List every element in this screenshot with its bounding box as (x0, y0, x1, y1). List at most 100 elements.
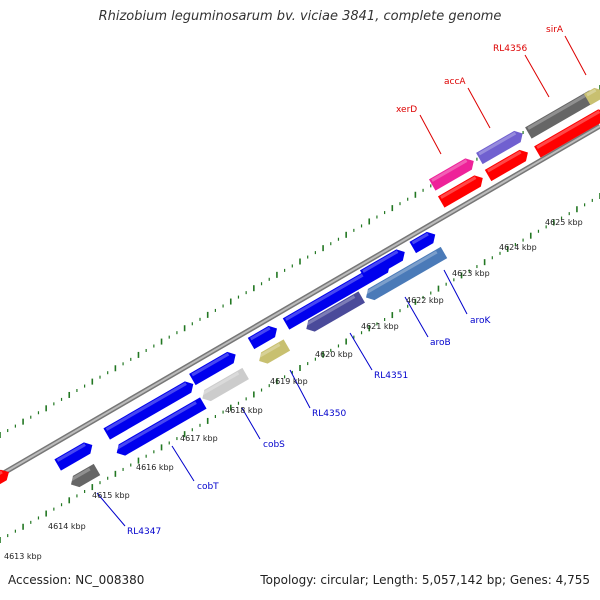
gene-arrow-shape (359, 249, 405, 282)
gene-label-leader (443, 269, 468, 315)
map-title: Rhizobium leguminosarum bv. viciae 3841,… (98, 9, 502, 24)
gene-label[interactable]: cobS (263, 440, 285, 450)
gene-arrow-highlight (527, 91, 592, 130)
gene-arrow[interactable] (282, 258, 393, 330)
ruler-tick-label: 4617 kbp (180, 434, 218, 443)
ruler-tick-label: 4614 kbp (48, 522, 86, 531)
gene-arrow-shape (476, 130, 523, 165)
gene-arrow[interactable] (534, 106, 600, 158)
gene-arrow[interactable] (583, 85, 600, 106)
gene-arrow-shape (534, 109, 600, 158)
gene-arrow[interactable] (428, 155, 477, 191)
gene-arrow[interactable] (247, 323, 280, 350)
ruler-tick-labels: 4613 kbp 4614 kbp 4615 kbp 4616 kbp 4617 kbp… (4, 218, 583, 561)
gene-arrow-shape (71, 463, 101, 488)
accession-text: Accession: NC_008380 (8, 573, 145, 587)
genome-summary-text: Topology: circular; Length: 5,057,142 bp… (260, 573, 590, 587)
gene-arrow-shape (247, 325, 277, 350)
gene-features (0, 85, 600, 490)
gene-label-leader (241, 407, 261, 440)
gene-label-leader (524, 54, 550, 98)
gene-arrow[interactable] (359, 246, 408, 282)
ruler-tick-label: 4618 kbp (225, 406, 263, 415)
gene-arrow-highlight (201, 371, 240, 396)
gene-label[interactable]: sirA (546, 25, 564, 35)
gene-arrow-shape (484, 149, 528, 182)
gene-arrow-shape (306, 291, 365, 332)
gene-arrow[interactable] (476, 128, 526, 165)
gene-arrow-highlight (478, 131, 517, 156)
gene-arrow-shape (366, 246, 448, 301)
gene-label[interactable]: RL4347 (127, 527, 161, 537)
gene-arrow[interactable] (103, 378, 196, 440)
gene-arrow-shape (437, 175, 483, 208)
gene-label[interactable]: cobT (197, 482, 219, 492)
ruler-tick-label: 4624 kbp (499, 243, 537, 252)
gene-label[interactable]: accA (444, 77, 466, 87)
gene-arrow[interactable] (54, 439, 95, 471)
gene-label-leader (467, 87, 491, 129)
gene-arrow-shape (282, 261, 390, 330)
ruler-tick-label: 4619 kbp (270, 377, 308, 386)
gene-arrow-highlight (305, 295, 356, 326)
gene-label-leader (404, 296, 429, 338)
gene-arrow[interactable] (303, 291, 365, 334)
gene-arrow[interactable] (363, 246, 448, 303)
gene-label[interactable]: xerD (396, 105, 417, 115)
ruler-tick-label: 4622 kbp (406, 296, 444, 305)
gene-label[interactable]: RL4356 (493, 44, 527, 54)
gene-arrow[interactable] (437, 172, 486, 208)
gene-arrow[interactable] (484, 147, 531, 182)
gene-arrow[interactable] (0, 467, 12, 486)
gene-arrow-highlight (105, 382, 187, 431)
gene-arrow-shape (116, 397, 207, 456)
genome-backbone-highlight (0, 125, 600, 477)
gene-arrow-highlight (69, 467, 91, 482)
gene-arrow-shape (409, 231, 436, 254)
gene-label[interactable]: aroB (430, 338, 451, 348)
ruler-tick-label: 4621 kbp (361, 322, 399, 331)
gene-arrow-highlight (249, 326, 271, 341)
gene-arrow[interactable] (199, 367, 249, 404)
ruler-tick-label: 4620 kbp (315, 350, 353, 359)
gene-arrow-highlight (536, 110, 600, 149)
gene-arrow-highlight (487, 150, 522, 173)
gene-labels: RL4347 cobT cobS RL4350 RL4351 aroB aroK xerD ac… (96, 25, 587, 537)
gene-arrow-shape (525, 90, 598, 139)
gene-arrow[interactable] (68, 463, 101, 490)
gene-label[interactable]: RL4351 (374, 371, 408, 381)
gene-arrow-highlight (115, 401, 197, 450)
gene-arrow-highlight (258, 343, 281, 358)
ruler-tick-label: 4616 kbp (136, 463, 174, 472)
gene-arrow[interactable] (256, 339, 291, 366)
ruler-tick-label: 4625 kbp (545, 218, 583, 227)
gene-arrow[interactable] (189, 349, 239, 386)
gene-label[interactable]: aroK (470, 316, 492, 326)
gene-label-leader (289, 369, 311, 409)
gene-label-leader (171, 445, 195, 482)
gene-arrow-highlight (431, 159, 468, 182)
gene-arrow-highlight (285, 262, 384, 321)
gene-arrow-shape (103, 381, 194, 440)
gene-arrow-shape (202, 367, 249, 402)
gene-arrow[interactable] (525, 87, 600, 139)
ruler-tick-label: 4615 kbp (92, 491, 130, 500)
gene-arrow-highlight (411, 232, 429, 245)
gene-arrow-highlight (191, 352, 230, 377)
gene-label-leader (349, 332, 373, 371)
ruler-tracks (0, 85, 600, 543)
gene-arrow-shape (189, 351, 236, 386)
gene-arrow-shape (0, 469, 9, 486)
ruler-tick-label: 4623 kbp (452, 269, 490, 278)
gene-arrow-highlight (56, 443, 86, 462)
gene-arrow[interactable] (113, 397, 207, 458)
ruler-tick-label: 4613 kbp (4, 552, 42, 561)
gene-arrow-highlight (586, 88, 597, 97)
gene-label[interactable]: RL4350 (312, 409, 346, 419)
gene-arrow-highlight (362, 250, 399, 273)
gene-arrow-highlight (0, 470, 3, 478)
gene-label-leader (564, 35, 587, 76)
gene-arrow[interactable] (409, 229, 438, 254)
